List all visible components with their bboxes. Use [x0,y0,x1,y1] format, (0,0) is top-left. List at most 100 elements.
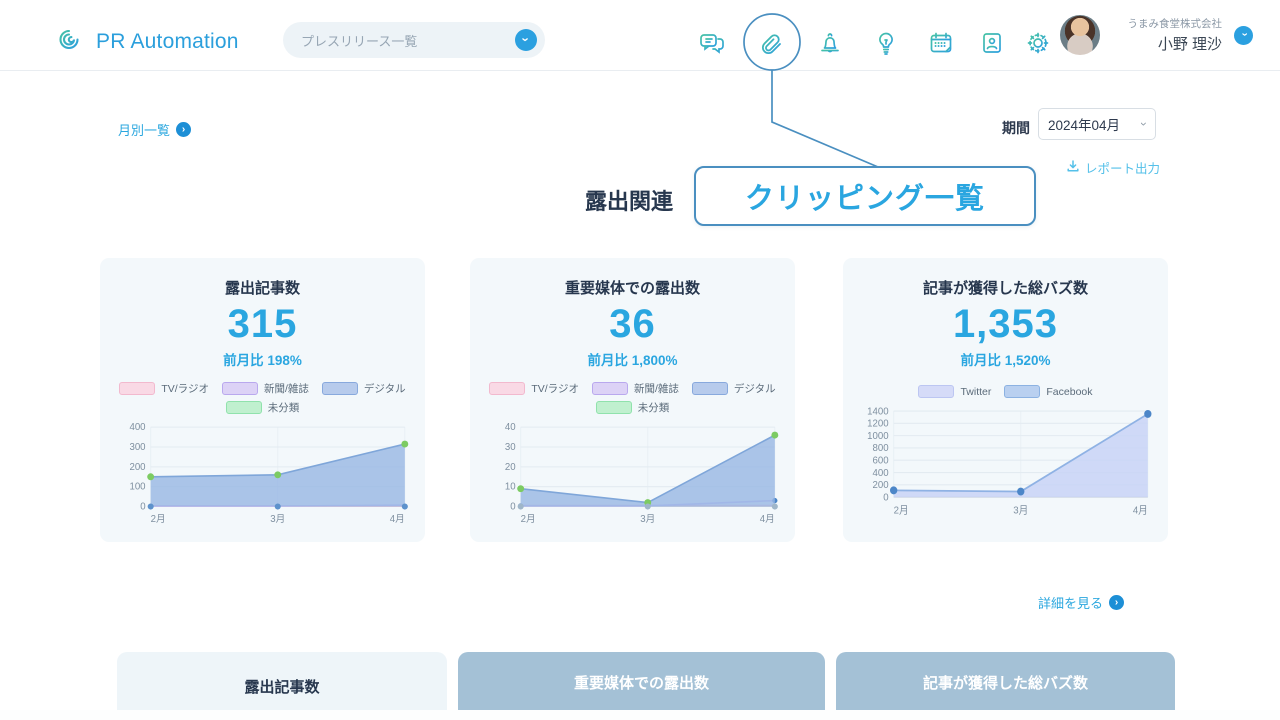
svg-text:200: 200 [872,480,888,491]
legend-swatch [489,382,526,395]
svg-text:40: 40 [505,422,516,433]
user-menu[interactable]: うまみ食堂株式会社 小野 理沙 › [1060,15,1261,55]
report-export-link[interactable]: レポート出力 [1066,158,1160,177]
card-mom-change: 前月比 1,520% [960,353,1051,368]
svg-text:10: 10 [505,482,516,493]
svg-text:400: 400 [129,422,145,433]
svg-text:300: 300 [129,442,145,453]
legend-swatch [225,401,262,414]
contact-card-icon[interactable] [976,27,1008,59]
settings-gear-icon[interactable] [1022,27,1054,59]
legend-item: デジタル [691,381,776,396]
legend-item: 未分類 [595,400,670,415]
section-title: 露出関連 [585,189,674,214]
legend-swatch [595,401,632,414]
clipping-list-callout: クリッピング一覧 [694,166,1036,226]
lightbulb-icon[interactable] [870,27,902,59]
svg-text:4月: 4月 [390,514,405,525]
metric-card-exposure-articles: 露出記事数 315 前月比 198% TV/ラジオ 新聞/雑誌 デジタル 未分類 2月… [100,258,425,542]
svg-text:20: 20 [505,462,516,473]
chevron-down-icon: › [515,29,537,51]
card-title: 記事が獲得した総バズ数 [922,280,1088,297]
tab-label: 記事が獲得した総バズ数 [922,674,1088,692]
user-company: うまみ食堂株式会社 [1127,18,1223,30]
svg-text:0: 0 [140,502,145,513]
legend-label: 未分類 [637,402,670,414]
chart-legend: TV/ラジオ 新聞/雑誌 デジタル未分類 [470,381,795,415]
svg-text:600: 600 [872,455,888,466]
user-chevron-down-icon: › [1234,25,1253,45]
tab-label: 重要媒体での露出数 [573,674,709,692]
legend-item: 未分類 [225,400,299,415]
chat-icon[interactable] [696,27,728,59]
press-release-dropdown[interactable]: プレスリリース一覧 › [283,22,545,58]
press-release-dropdown-label: プレスリリース一覧 [301,33,418,49]
user-name: 小野 理沙 [1157,36,1222,53]
svg-text:2月: 2月 [521,514,536,525]
tab-total-buzz[interactable]: 記事が獲得した総バズ数 [836,652,1175,712]
legend-swatch [691,382,728,395]
legend-swatch [591,382,628,395]
svg-text:1400: 1400 [867,406,889,417]
tab-key-media[interactable]: 重要媒体での露出数 [458,652,825,712]
svg-text:1000: 1000 [867,431,889,442]
monthly-list-link[interactable]: 月別一覧 › [118,120,192,139]
legend-item: 新聞/雑誌 [591,381,679,396]
svg-text:4月: 4月 [760,514,775,525]
monthly-list-label: 月別一覧 [118,123,171,138]
legend-item: Facebook [1004,385,1093,398]
svg-text:3月: 3月 [1013,504,1028,516]
metric-card-total-buzz: 記事が獲得した総バズ数 1,353 前月比 1,520% Twitter Face… [843,258,1168,542]
card-title: 露出記事数 [224,280,300,297]
svg-text:3月: 3月 [270,514,285,525]
legend-label: 新聞/雑誌 [633,383,679,395]
paperclip-icon[interactable] [756,27,788,59]
legend-item: TV/ラジオ [119,381,209,396]
area-chart-total-buzz: 2月 3月 4月 0 200 400 600 800 1000 1200 1400 [853,400,1158,528]
svg-text:100: 100 [129,482,145,493]
see-details-label: 詳細を見る [1038,596,1104,611]
svg-text:2月: 2月 [151,514,166,525]
period-value: 2024年04月 [1048,118,1121,133]
period-label: 期間 [1002,120,1030,136]
legend-item: デジタル [321,381,406,396]
app-logo[interactable]: PR Automation [52,22,239,61]
legend-label: Twitter [960,385,992,398]
svg-text:2月: 2月 [894,504,909,516]
tab-exposure-articles[interactable]: 露出記事数 [117,652,447,720]
card-value: 1,353 [952,302,1059,346]
legend-item: TV/ラジオ [489,381,579,396]
legend-item: Twitter [918,385,991,398]
logo-swirl-icon [52,22,86,61]
report-export-label: レポート出力 [1085,162,1161,176]
bell-icon[interactable] [814,27,846,59]
user-avatar [1060,15,1100,55]
calendar-icon[interactable] [925,27,957,59]
svg-text:200: 200 [129,462,145,473]
chart-legend: Twitter Facebook [900,385,1110,398]
card-mom-change: 前月比 1,800% [587,353,678,368]
legend-swatch [221,382,258,395]
svg-text:30: 30 [505,442,516,453]
download-icon [1066,159,1080,176]
arrow-right-icon: › [1109,595,1125,610]
see-details-link[interactable]: 詳細を見る › [1038,593,1125,612]
area-chart-exposure-articles: 2月 3月 4月 0 100 200 300 400 [110,417,415,535]
card-mom-change: 前月比 198% [223,353,302,368]
clipping-list-callout-label: クリッピング一覧 [744,183,985,215]
svg-text:800: 800 [872,443,888,454]
legend-label: TV/ラジオ [531,383,579,395]
chart-legend: TV/ラジオ 新聞/雑誌 デジタル 未分類 [100,381,425,415]
tab-label: 露出記事数 [244,678,320,696]
legend-swatch [321,382,358,395]
card-value: 315 [227,302,298,346]
tab-content-pane [0,710,1280,720]
legend-label: デジタル [733,383,776,395]
legend-swatch [918,385,955,398]
period-select[interactable]: 2024年04月 › [1038,108,1156,140]
area-chart-key-media: 2月 3月 4月 0 10 20 30 40 [480,417,785,535]
svg-text:0: 0 [883,492,889,503]
svg-text:400: 400 [872,468,888,479]
card-value: 36 [609,302,656,346]
